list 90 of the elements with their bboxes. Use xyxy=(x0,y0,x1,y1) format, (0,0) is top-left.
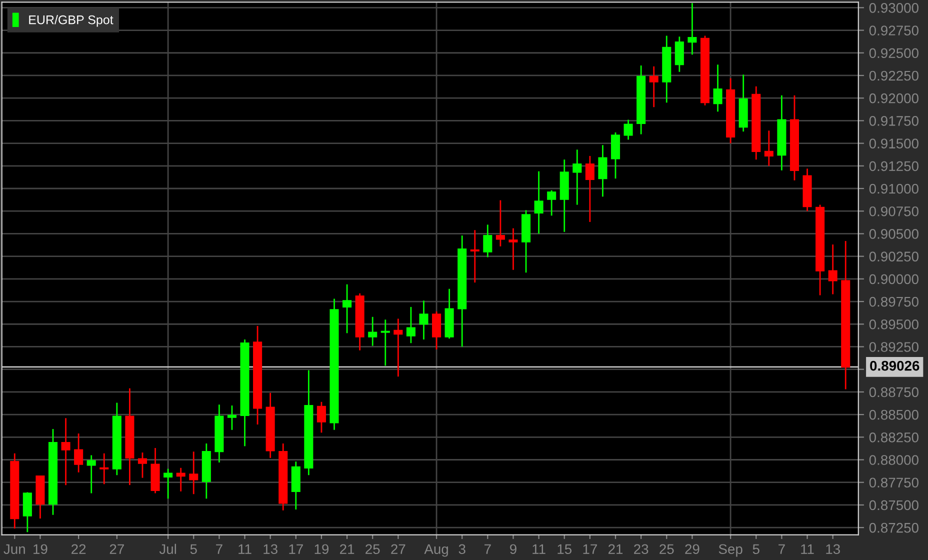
y-tick-label: 0.92500 xyxy=(869,48,918,58)
x-tick-label: 22 xyxy=(72,544,86,554)
y-tick-label: 0.89750 xyxy=(869,296,918,307)
y-tick-label: 0.87500 xyxy=(869,500,918,510)
y-tick-label: 0.93000 xyxy=(869,3,918,13)
y-tick-label: 0.87250 xyxy=(869,522,918,533)
candlestick xyxy=(368,316,378,347)
y-tick-label: 0.90000 xyxy=(869,274,918,284)
candlestick xyxy=(674,36,684,73)
candlestick xyxy=(419,300,428,340)
candlestick xyxy=(534,170,544,234)
y-tick-label: 0.88250 xyxy=(869,432,918,442)
x-tick-label: Jun xyxy=(4,544,25,554)
y-tick-label: 0.92000 xyxy=(869,93,918,104)
legend-label: EUR/GBP Spot xyxy=(29,15,114,27)
candlestick xyxy=(764,130,774,167)
y-tick-label: 0.88500 xyxy=(869,410,918,420)
y-tick-label: 0.88000 xyxy=(869,455,918,465)
y-tick-label: 0.89500 xyxy=(869,319,918,330)
x-tick-label: 11 xyxy=(238,544,252,554)
candlestick xyxy=(572,148,582,206)
x-tick-label: 21 xyxy=(340,544,354,554)
candlestick xyxy=(189,450,198,495)
candlestick xyxy=(406,306,416,344)
candlestick xyxy=(138,452,147,479)
x-tick-label: 25 xyxy=(660,544,674,554)
x-tick-label: 17 xyxy=(583,544,597,554)
y-tick-label: 0.91500 xyxy=(869,138,918,148)
x-tick-label: 25 xyxy=(366,544,380,554)
candlestick xyxy=(100,452,109,485)
x-tick-label: 15 xyxy=(558,544,572,554)
candlestick xyxy=(547,190,556,216)
x-tick-label: 7 xyxy=(216,544,222,554)
candlestick xyxy=(828,244,838,295)
candlestick xyxy=(394,318,403,378)
y-tick-label: 0.88750 xyxy=(869,387,918,398)
x-tick-label: 19 xyxy=(314,544,329,554)
x-tick-label: 7 xyxy=(778,544,785,554)
candlestick xyxy=(61,417,70,486)
candlestick xyxy=(342,284,352,334)
y-tick-label: 0.89250 xyxy=(869,342,918,352)
candlestick xyxy=(483,224,492,258)
y-tick-label: 0.90750 xyxy=(869,206,918,216)
x-tick-label: 13 xyxy=(264,544,278,554)
x-tick-label: Sep xyxy=(718,544,742,557)
y-tick-label: 0.91250 xyxy=(869,161,918,172)
y-tick-label: 0.92750 xyxy=(869,26,918,36)
x-tick-label: 5 xyxy=(190,544,197,554)
x-tick-label: 7 xyxy=(484,544,491,554)
candlestick xyxy=(688,2,697,56)
y-tick-label: 0.87750 xyxy=(869,478,918,488)
x-tick-label: Aug xyxy=(424,544,448,557)
x-tick-label: 5 xyxy=(752,544,760,554)
x-tick-label: 27 xyxy=(391,544,406,554)
candlestick xyxy=(74,432,84,474)
x-tick-label: 19 xyxy=(34,544,48,554)
x-tick-label: 9 xyxy=(510,544,516,554)
x-tick-label: 29 xyxy=(685,544,700,554)
candlestick xyxy=(176,467,186,492)
candlestick xyxy=(164,468,173,500)
x-tick-label: 3 xyxy=(458,544,466,554)
candlestick xyxy=(470,229,480,284)
y-tick-label: 0.90500 xyxy=(869,229,918,239)
candlestick xyxy=(86,454,96,494)
candlestick xyxy=(316,401,326,434)
candlestick xyxy=(508,228,518,271)
y-tick-label: 0.91750 xyxy=(869,116,918,126)
candlestick xyxy=(649,66,658,108)
candlestick xyxy=(598,144,608,198)
candlestick xyxy=(624,119,633,140)
x-tick-label: Jul xyxy=(159,544,176,554)
x-tick-label: 13 xyxy=(826,544,840,554)
candlestick xyxy=(432,310,442,350)
candlestick xyxy=(22,492,32,533)
candlestick xyxy=(585,155,594,223)
candlestick xyxy=(610,132,620,180)
x-tick-label: 11 xyxy=(801,544,814,554)
x-tick-label: 27 xyxy=(110,544,124,554)
x-tick-label: 21 xyxy=(608,544,623,554)
x-tick-label: 17 xyxy=(289,544,303,554)
candlestick xyxy=(496,200,505,248)
y-tick-label: 0.90250 xyxy=(869,252,918,262)
x-tick-label: 11 xyxy=(532,544,546,554)
y-tick-label: 0.91000 xyxy=(869,184,918,194)
ref-line-label: 0.89026 xyxy=(870,360,920,371)
y-tick-label: 0.92250 xyxy=(869,70,918,81)
candlestick xyxy=(713,64,722,112)
x-tick-label: 23 xyxy=(634,544,648,554)
candlestick xyxy=(380,318,390,366)
candlestick xyxy=(227,404,236,431)
